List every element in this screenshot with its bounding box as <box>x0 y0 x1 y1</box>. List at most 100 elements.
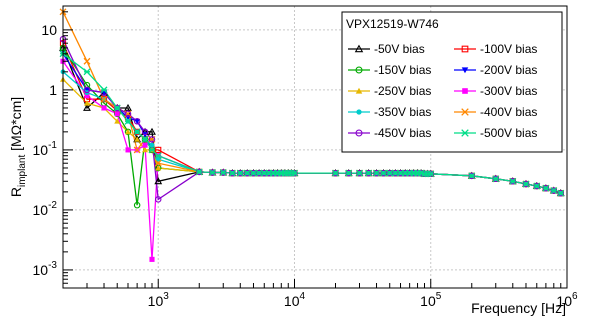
x-tick-label: 104 <box>284 291 306 309</box>
data-point <box>142 142 148 148</box>
data-point <box>142 146 149 153</box>
x-tick-label: 105 <box>420 291 442 309</box>
legend-label: -200V bias <box>480 63 537 77</box>
x-tick-label-base: 10 <box>420 293 436 309</box>
data-point <box>134 118 141 125</box>
legend-marker <box>355 87 363 94</box>
legend-entry: -500V bias <box>454 126 537 140</box>
legend-entry: -50V bias <box>348 42 425 56</box>
legend-marker <box>461 67 469 74</box>
data-point <box>468 172 476 180</box>
data-point <box>100 86 108 94</box>
data-point <box>101 105 107 111</box>
x-tick-label-exp: 4 <box>299 291 305 302</box>
y-axis-title-sub: implant <box>17 155 28 187</box>
y-tick-label-base: 10 <box>33 142 49 158</box>
data-point <box>83 86 91 94</box>
data-point <box>291 169 298 177</box>
legend-title: VPX12519-W746 <box>346 17 439 31</box>
y-tick-label-base: 10 <box>41 22 57 38</box>
legend-entry: -400V bias <box>454 105 537 119</box>
data-point <box>141 128 149 136</box>
data-point <box>83 57 91 65</box>
legend-label: -300V bias <box>480 84 537 98</box>
y-tick-label: 10-1 <box>33 140 58 158</box>
data-point <box>522 180 530 188</box>
data-point <box>155 156 161 162</box>
data-point <box>255 169 263 177</box>
data-point <box>373 169 380 177</box>
y-tick-label-exp: -2 <box>48 200 57 211</box>
legend-label: -50V bias <box>374 42 425 56</box>
legend-box <box>341 11 563 153</box>
legend-marker <box>461 108 469 116</box>
x-tick-label-exp: 6 <box>572 291 578 302</box>
y-tick-label-exp: -3 <box>48 260 57 271</box>
data-point <box>236 169 244 177</box>
legend-label: -350V bias <box>374 105 431 119</box>
legend-label: -450V bias <box>374 126 431 140</box>
data-point <box>114 111 120 117</box>
data-point <box>133 146 141 154</box>
data-point <box>100 96 108 103</box>
legend-marker <box>355 129 363 137</box>
x-tick-label-exp: 5 <box>436 291 442 302</box>
x-tick-label-base: 10 <box>556 293 572 309</box>
legend-entries: -50V bias -100V bias -150V bias -200V bias -… <box>348 42 537 140</box>
data-point <box>83 68 91 76</box>
data-point <box>154 196 162 203</box>
data-point <box>243 169 251 177</box>
data-point <box>133 118 141 125</box>
legend-marker <box>461 45 469 53</box>
data-point <box>219 169 227 176</box>
data-point <box>250 169 257 177</box>
data-point <box>427 170 435 178</box>
data-point <box>149 142 155 148</box>
data-point <box>83 103 91 111</box>
series-10-points <box>59 50 565 197</box>
y-tick-label-base: 1 <box>49 82 57 98</box>
y-tick-label: 10-2 <box>33 200 58 218</box>
y-axis-title: Rimplant [MΩ*cm] <box>8 97 28 197</box>
y-tick-label-base: 10 <box>33 262 49 278</box>
legend-label: -100V bias <box>480 42 537 56</box>
plot-frame <box>62 5 568 289</box>
data-point <box>114 118 121 124</box>
legend-label: -250V bias <box>374 84 431 98</box>
x-tick-label-base: 10 <box>284 293 300 309</box>
data-point <box>155 146 162 154</box>
data-point <box>550 187 558 195</box>
data-point <box>134 136 141 142</box>
data-point <box>124 110 132 118</box>
data-point <box>124 103 132 111</box>
legend-entry: -350V bias <box>348 105 431 119</box>
data-point <box>148 146 156 154</box>
data-point <box>83 100 90 106</box>
data-point <box>509 177 517 185</box>
legend-entry: -250V bias <box>348 84 431 98</box>
x-axis-title: Frequency [Hz] <box>471 300 566 316</box>
data-point <box>148 136 156 143</box>
data-point <box>391 169 399 177</box>
legend-entry: -200V bias <box>454 63 537 77</box>
data-point <box>208 169 216 176</box>
data-point <box>380 169 387 177</box>
x-tick-label: 106 <box>556 291 578 309</box>
y-axis-title-unit: [MΩ*cm] <box>8 97 24 155</box>
x-tick-label-exp: 3 <box>163 291 169 302</box>
data-point <box>154 177 163 185</box>
series-layer <box>59 8 565 262</box>
data-point <box>332 169 339 177</box>
legend-label: -150V bias <box>374 63 431 77</box>
data-point <box>345 169 353 177</box>
legend-label: -500V bias <box>480 126 537 140</box>
legend-entry: -450V bias <box>348 126 431 140</box>
legend-entry: -150V bias <box>348 63 431 77</box>
y-tick-label-base: 10 <box>33 202 49 218</box>
legend: VPX12519-W746 -50V bias -100V bias -150V b… <box>341 11 563 153</box>
data-point <box>141 135 149 143</box>
data-point <box>386 169 394 177</box>
data-point <box>195 168 203 176</box>
